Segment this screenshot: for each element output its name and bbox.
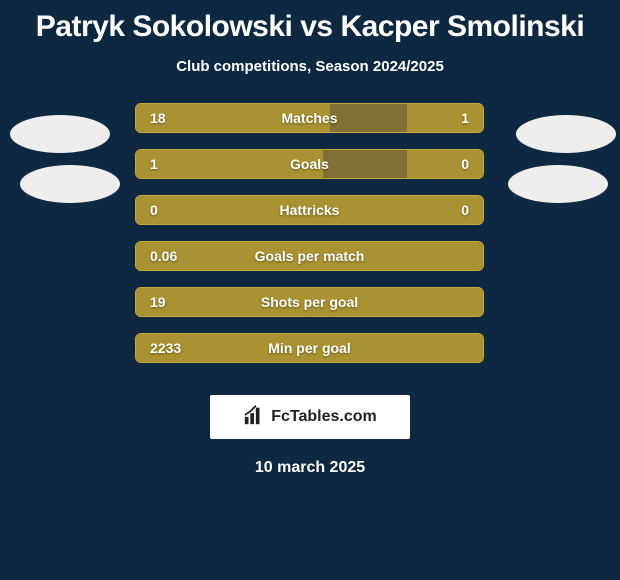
- player1-avatar-bottom: [20, 165, 120, 203]
- branding-site: FcTables: [271, 408, 339, 425]
- player2-value: 0: [461, 202, 469, 218]
- branding-box: FcTables.com: [210, 395, 410, 439]
- snapshot-date: 10 march 2025: [0, 459, 620, 477]
- vs-separator: vs: [292, 10, 340, 43]
- player1-name: Patryk Sokolowski: [36, 10, 293, 43]
- player2-avatar-bottom: [508, 165, 608, 203]
- comparison-chart: 18 Matches 1 1 Goals 0 0 Hattricks 0 0.0…: [0, 103, 620, 383]
- stat-row-min-per-goal: 2233 Min per goal: [135, 333, 484, 363]
- player1-value: 18: [150, 110, 166, 126]
- metric-label: Min per goal: [268, 340, 350, 356]
- branding-text: FcTables.com: [271, 408, 377, 426]
- comparison-title: Patryk Sokolowski vs Kacper Smolinski: [0, 0, 620, 44]
- metric-label: Goals: [290, 156, 329, 172]
- metric-label: Shots per goal: [261, 294, 358, 310]
- player2-value: 0: [461, 156, 469, 172]
- player1-value: 0: [150, 202, 158, 218]
- branding-tld: .com: [339, 408, 376, 425]
- stat-row-goals: 1 Goals 0: [135, 149, 484, 179]
- player2-bar: [407, 150, 483, 178]
- player1-value: 1: [150, 156, 158, 172]
- player1-value: 0.06: [150, 248, 177, 264]
- player2-name: Kacper Smolinski: [340, 10, 584, 43]
- competition-subtitle: Club competitions, Season 2024/2025: [0, 58, 620, 75]
- stat-row-hattricks: 0 Hattricks 0: [135, 195, 484, 225]
- stat-row-shots-per-goal: 19 Shots per goal: [135, 287, 484, 317]
- stat-bars-container: 18 Matches 1 1 Goals 0 0 Hattricks 0 0.0…: [135, 103, 484, 379]
- player1-value: 2233: [150, 340, 181, 356]
- player2-avatar-top: [516, 115, 616, 153]
- player1-value: 19: [150, 294, 166, 310]
- metric-label: Goals per match: [255, 248, 365, 264]
- player2-bar: [407, 104, 483, 132]
- stat-row-goals-per-match: 0.06 Goals per match: [135, 241, 484, 271]
- stat-row-matches: 18 Matches 1: [135, 103, 484, 133]
- metric-label: Hattricks: [280, 202, 340, 218]
- player1-avatar-top: [10, 115, 110, 153]
- metric-label: Matches: [281, 110, 337, 126]
- player2-value: 1: [461, 110, 469, 126]
- chart-bars-icon: [243, 404, 265, 431]
